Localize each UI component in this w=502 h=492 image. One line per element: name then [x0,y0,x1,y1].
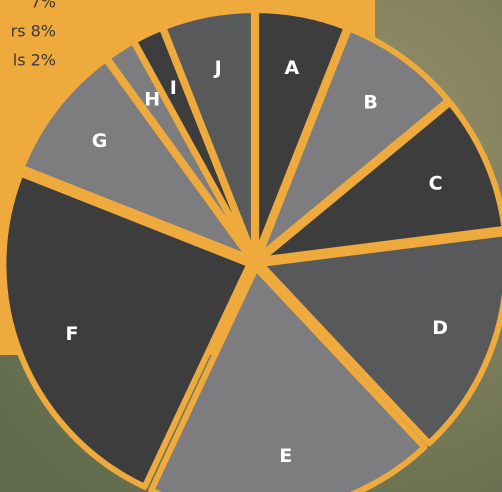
page: {"chart_data": { "type": "pie", "annotat… [0,0,502,492]
slice-label: F [66,323,79,345]
pie: A B C D E F G HI J [3,10,502,492]
legend-text: ls 2% [13,51,56,70]
slice-label: H [144,88,160,110]
chart: 7% rs 8% ls 2% A B C D E F G HI J [0,0,502,492]
legend-text: rs 8% [11,22,56,41]
slice-label: I [170,77,177,99]
slice-label: D [432,317,448,339]
slice-label: A [285,57,300,79]
slice-label: E [279,445,292,467]
legend-text: 7% [31,0,56,12]
slice-label: C [429,172,443,194]
slice-label: G [92,130,108,152]
slice-label: J [213,57,222,79]
slice-label: B [363,91,377,113]
